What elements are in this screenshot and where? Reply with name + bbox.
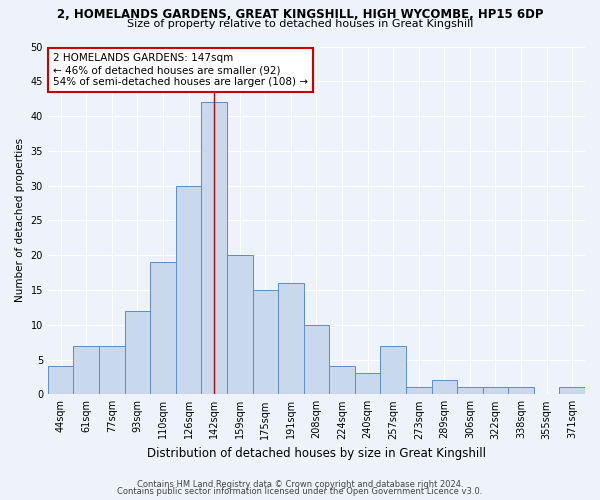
Bar <box>99 346 125 395</box>
Bar <box>125 311 150 394</box>
Text: Contains HM Land Registry data © Crown copyright and database right 2024.: Contains HM Land Registry data © Crown c… <box>137 480 463 489</box>
Bar <box>150 262 176 394</box>
Bar <box>457 388 482 394</box>
Bar <box>227 255 253 394</box>
Y-axis label: Number of detached properties: Number of detached properties <box>15 138 25 302</box>
Bar <box>278 283 304 395</box>
Bar <box>559 388 585 394</box>
Text: 2 HOMELANDS GARDENS: 147sqm
← 46% of detached houses are smaller (92)
54% of sem: 2 HOMELANDS GARDENS: 147sqm ← 46% of det… <box>53 54 308 86</box>
Bar <box>329 366 355 394</box>
Bar <box>48 366 73 394</box>
Bar <box>380 346 406 395</box>
Bar <box>355 374 380 394</box>
Bar <box>202 102 227 395</box>
Bar <box>176 186 202 394</box>
Text: 2, HOMELANDS GARDENS, GREAT KINGSHILL, HIGH WYCOMBE, HP15 6DP: 2, HOMELANDS GARDENS, GREAT KINGSHILL, H… <box>57 8 543 20</box>
Bar <box>508 388 534 394</box>
Bar <box>304 324 329 394</box>
Bar <box>253 290 278 395</box>
Bar <box>431 380 457 394</box>
Text: Contains public sector information licensed under the Open Government Licence v3: Contains public sector information licen… <box>118 487 482 496</box>
X-axis label: Distribution of detached houses by size in Great Kingshill: Distribution of detached houses by size … <box>147 447 486 460</box>
Text: Size of property relative to detached houses in Great Kingshill: Size of property relative to detached ho… <box>127 19 473 29</box>
Bar <box>73 346 99 395</box>
Bar <box>482 388 508 394</box>
Bar <box>406 388 431 394</box>
